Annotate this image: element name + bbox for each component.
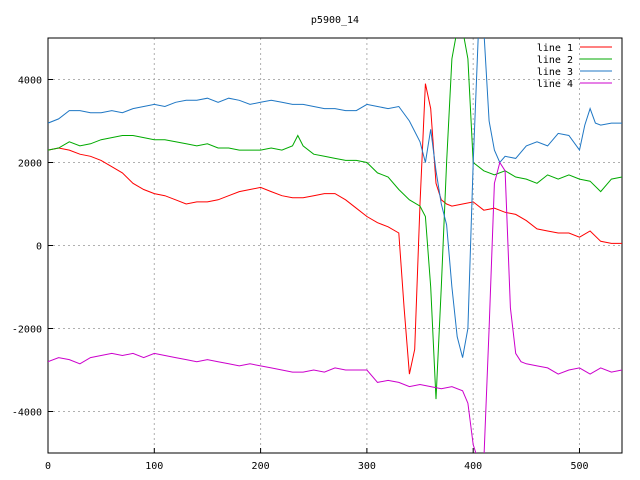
y-tick-label: -4000 [12,408,42,419]
legend-label-4: line 4 [537,79,573,90]
legend-label-2: line 2 [537,55,573,66]
x-tick-label: 0 [45,461,51,472]
legend-label-1: line 1 [537,43,573,54]
y-tick-label: 2000 [18,159,42,170]
x-tick-label: 300 [358,461,376,472]
legend-label-3: line 3 [537,67,573,78]
x-tick-label: 500 [570,461,588,472]
y-tick-label: 4000 [18,76,42,87]
x-tick-label: 400 [464,461,482,472]
series-line-1 [48,83,622,375]
grid [47,38,622,453]
series-line-3 [48,38,622,358]
y-tick-label: 0 [36,242,42,253]
chart-title: p5900_14 [311,15,359,26]
y-tick-label: -2000 [12,325,42,336]
series-layer [48,38,622,453]
series-line-2 [48,38,622,400]
series-line-4 [48,161,622,453]
axis-ticks: 0 100 200 300 400 500 -4000 -2000 0 2000 4000 [12,76,589,473]
x-tick-label: 200 [252,461,270,472]
x-tick-label: 100 [145,461,163,472]
